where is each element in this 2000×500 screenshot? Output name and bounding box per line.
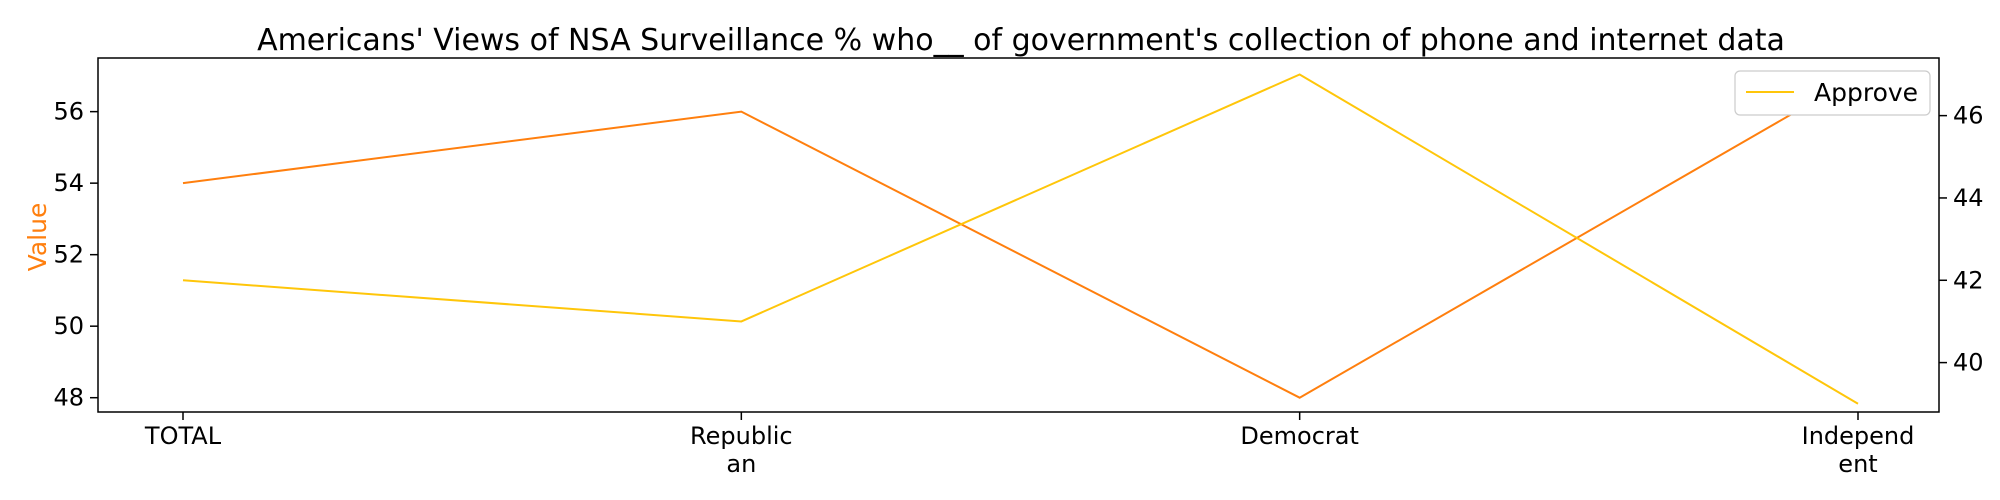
left-tick-label: 48 (53, 384, 84, 412)
series-line-series-1 (182, 75, 1859, 399)
right-tick-label: 44 (1953, 184, 1984, 212)
x-tick-label: Democrat (1240, 422, 1359, 450)
x-tick-label: TOTAL (144, 422, 222, 450)
legend-box (1734, 70, 1931, 116)
series-layer (182, 73, 1859, 405)
right-tick-label: 42 (1953, 266, 1984, 294)
left-y-axis: 48 50 52 54 56 (53, 98, 98, 412)
legend: Approve (1734, 70, 1931, 116)
left-tick-label: 56 (53, 98, 84, 126)
left-tick-label: 54 (53, 169, 84, 197)
series-line-approve (182, 73, 1859, 405)
plot-area (97, 57, 1940, 413)
x-tick-label: Independ ent (1802, 422, 1915, 478)
legend-label-approve: Approve (1814, 78, 1918, 107)
right-y-axis: 40 42 44 46 (1939, 102, 1984, 377)
right-tick-label: 40 (1953, 349, 1984, 377)
x-axis: TOTAL Republic an Democrat Independ ent (144, 412, 1914, 478)
x-tick-label: Republic an (690, 422, 793, 478)
y-axis-label: Value (23, 203, 52, 272)
left-tick-label: 52 (53, 241, 84, 269)
right-tick-label: 46 (1953, 102, 1984, 130)
chart-title: Americans' Views of NSA Surveillance % w… (257, 23, 1785, 58)
left-tick-label: 50 (53, 312, 84, 340)
